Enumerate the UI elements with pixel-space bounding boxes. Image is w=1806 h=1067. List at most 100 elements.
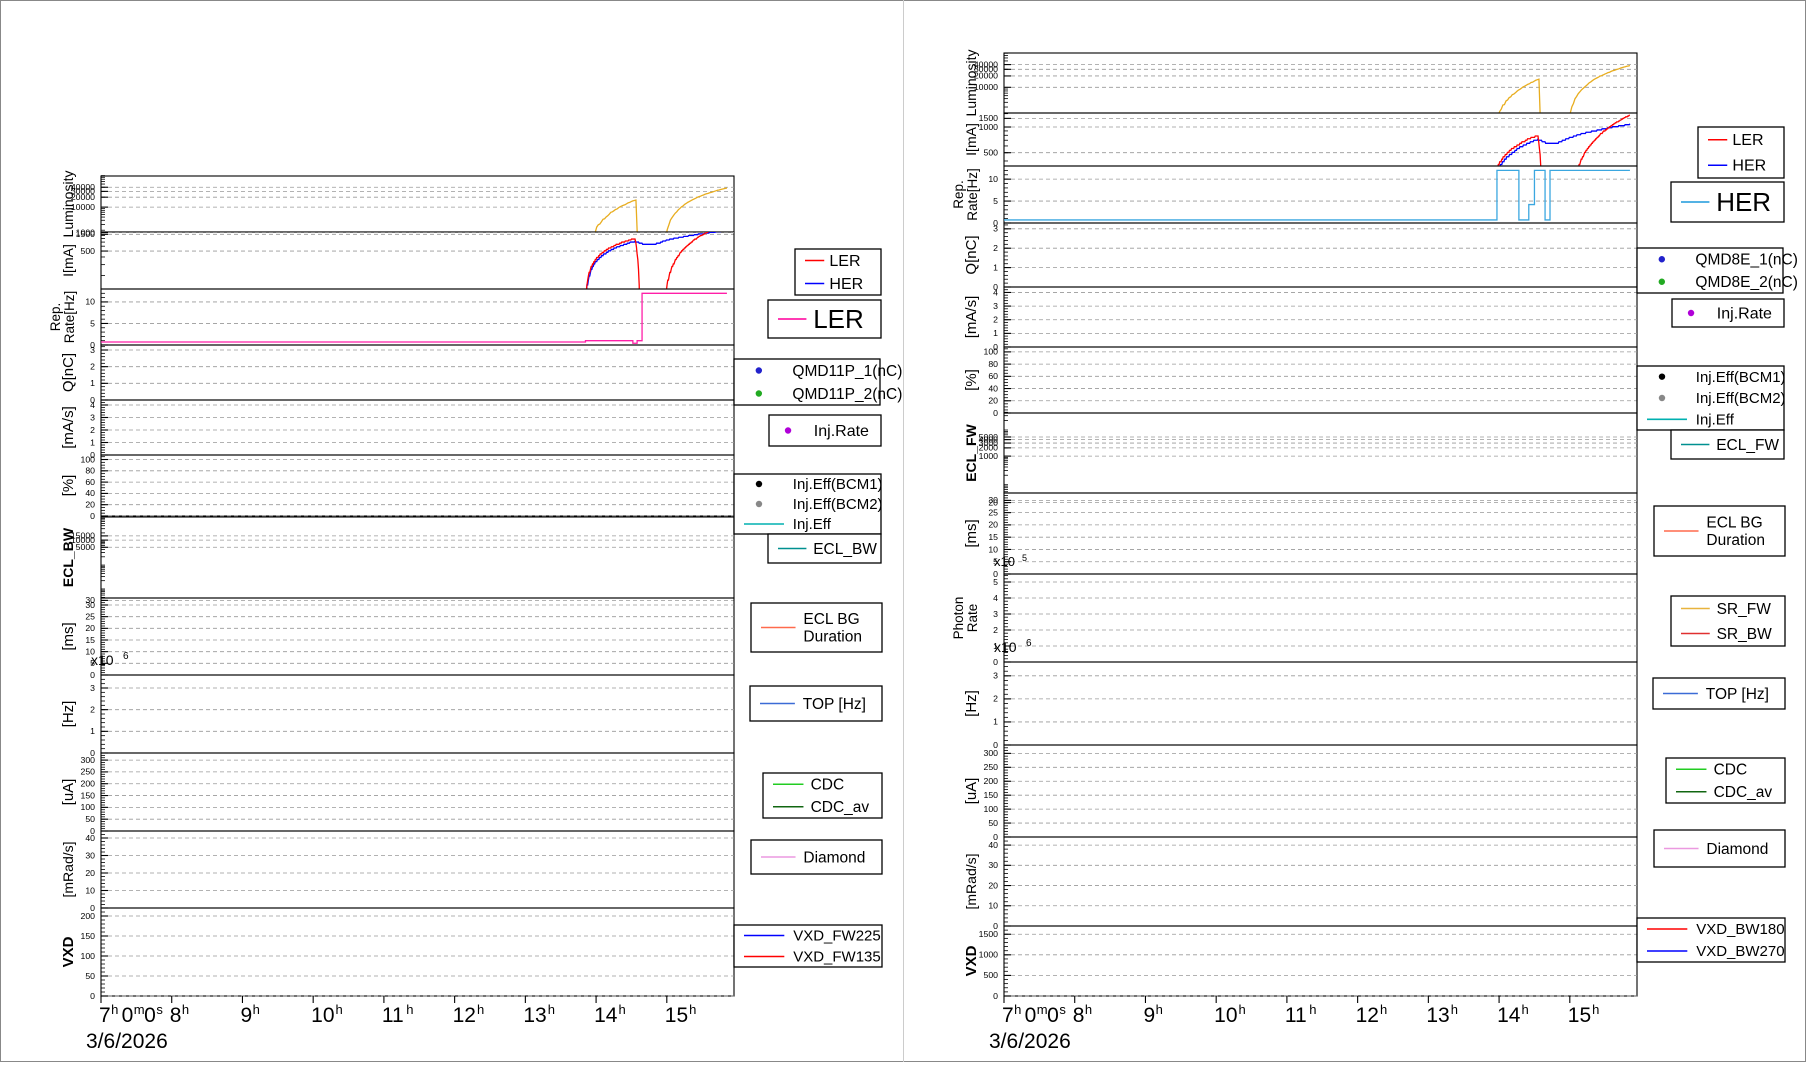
svg-text:2: 2 bbox=[993, 694, 998, 704]
svg-text:50: 50 bbox=[988, 818, 998, 828]
svg-text:9: 9 bbox=[1143, 1004, 1155, 1027]
svg-text:Diamond: Diamond bbox=[1706, 841, 1768, 858]
svg-text:ECL BG: ECL BG bbox=[1706, 515, 1762, 532]
svg-text:30: 30 bbox=[85, 850, 95, 860]
svg-text:150: 150 bbox=[984, 790, 999, 800]
svg-text:3: 3 bbox=[993, 671, 998, 681]
svg-text:15: 15 bbox=[1568, 1004, 1591, 1027]
svg-text:20: 20 bbox=[85, 868, 95, 878]
svg-text:150: 150 bbox=[81, 790, 96, 800]
svg-text:250: 250 bbox=[984, 762, 999, 772]
svg-text:15: 15 bbox=[988, 532, 998, 542]
svg-text:60: 60 bbox=[85, 477, 95, 487]
svg-text:5000: 5000 bbox=[979, 432, 998, 442]
svg-text:1000: 1000 bbox=[979, 122, 998, 132]
svg-text:200: 200 bbox=[81, 779, 96, 789]
svg-text:11: 11 bbox=[382, 1004, 404, 1027]
svg-text:2: 2 bbox=[993, 315, 998, 325]
svg-text:5: 5 bbox=[993, 196, 998, 206]
svg-text:h: h bbox=[1156, 1002, 1163, 1017]
svg-text:CDC_av: CDC_av bbox=[811, 799, 870, 816]
svg-text:[Hz]: [Hz] bbox=[60, 701, 77, 728]
svg-text:80: 80 bbox=[85, 466, 95, 476]
svg-text:10: 10 bbox=[85, 885, 95, 895]
svg-text:200: 200 bbox=[984, 776, 999, 786]
svg-text:1: 1 bbox=[90, 726, 95, 736]
svg-text:Inj.Eff(BCM1): Inj.Eff(BCM1) bbox=[1696, 369, 1786, 386]
svg-text:I[mA]: I[mA] bbox=[963, 123, 979, 156]
svg-text:20: 20 bbox=[988, 396, 998, 406]
svg-text:10: 10 bbox=[85, 297, 95, 307]
svg-text:100: 100 bbox=[81, 802, 96, 812]
svg-text:Q[nC]: Q[nC] bbox=[963, 235, 980, 274]
svg-text:3: 3 bbox=[90, 412, 95, 422]
svg-text:LER: LER bbox=[829, 253, 860, 270]
svg-text:CDC_av: CDC_av bbox=[1714, 784, 1773, 801]
svg-text:300: 300 bbox=[984, 748, 999, 758]
svg-text:h: h bbox=[253, 1002, 260, 1017]
svg-text:Rate: Rate bbox=[965, 604, 980, 633]
svg-text:40: 40 bbox=[988, 383, 998, 393]
svg-text:1: 1 bbox=[993, 717, 998, 727]
svg-text:100: 100 bbox=[984, 347, 999, 357]
svg-text:h: h bbox=[548, 1002, 555, 1017]
svg-text:HER: HER bbox=[1732, 158, 1766, 175]
svg-text:13: 13 bbox=[1426, 1004, 1449, 1027]
svg-text:3: 3 bbox=[993, 301, 998, 311]
svg-text:5: 5 bbox=[90, 318, 95, 328]
svg-text:30: 30 bbox=[988, 495, 998, 505]
svg-text:250: 250 bbox=[81, 767, 96, 777]
svg-text:Photon: Photon bbox=[951, 597, 966, 640]
svg-text:QMD8E_1(nC): QMD8E_1(nC) bbox=[1695, 252, 1798, 269]
svg-text:200: 200 bbox=[81, 911, 96, 921]
svg-text:I[mA]: I[mA] bbox=[60, 244, 76, 277]
svg-text:Inj.Eff(BCM2): Inj.Eff(BCM2) bbox=[1696, 390, 1786, 407]
svg-text:h: h bbox=[406, 1002, 413, 1017]
svg-text:100: 100 bbox=[81, 454, 96, 464]
svg-text:11: 11 bbox=[1285, 1004, 1307, 1027]
svg-text:8: 8 bbox=[170, 1004, 182, 1027]
svg-text:1500: 1500 bbox=[979, 929, 998, 939]
svg-text:[mRad/s]: [mRad/s] bbox=[963, 853, 979, 909]
svg-text:h: h bbox=[1085, 1002, 1092, 1017]
svg-text:[mA/s]: [mA/s] bbox=[963, 296, 980, 339]
svg-text:1000: 1000 bbox=[76, 227, 95, 237]
svg-text:4: 4 bbox=[993, 287, 998, 297]
svg-text:3/6/2026: 3/6/2026 bbox=[86, 1030, 168, 1053]
svg-text:10: 10 bbox=[988, 174, 998, 184]
svg-text:15: 15 bbox=[85, 635, 95, 645]
svg-text:500: 500 bbox=[984, 970, 999, 980]
svg-text:0: 0 bbox=[993, 991, 998, 1001]
svg-text:60: 60 bbox=[988, 371, 998, 381]
svg-text:Rate[Hz]: Rate[Hz] bbox=[62, 291, 77, 344]
svg-text:h: h bbox=[182, 1002, 189, 1017]
svg-text:0: 0 bbox=[144, 1004, 156, 1027]
svg-text:1000: 1000 bbox=[979, 950, 998, 960]
svg-text:14: 14 bbox=[1497, 1004, 1521, 1027]
svg-text:HER: HER bbox=[829, 276, 863, 293]
svg-text:7: 7 bbox=[99, 1004, 111, 1027]
svg-text:4: 4 bbox=[993, 593, 998, 603]
svg-text:2: 2 bbox=[993, 243, 998, 253]
svg-text:s: s bbox=[156, 1002, 163, 1017]
svg-text:Inj.Eff(BCM2): Inj.Eff(BCM2) bbox=[793, 496, 883, 513]
svg-text:2: 2 bbox=[90, 361, 95, 371]
svg-text:x10: x10 bbox=[994, 554, 1015, 569]
svg-text:2: 2 bbox=[90, 704, 95, 714]
svg-text:25: 25 bbox=[988, 507, 998, 517]
svg-text:1: 1 bbox=[90, 378, 95, 388]
svg-text:10: 10 bbox=[988, 544, 998, 554]
svg-text:VXD_BW270: VXD_BW270 bbox=[1696, 943, 1784, 960]
svg-text:2: 2 bbox=[993, 625, 998, 635]
svg-text:3/6/2026: 3/6/2026 bbox=[989, 1030, 1071, 1053]
svg-text:[Hz]: [Hz] bbox=[963, 690, 980, 717]
svg-text:4: 4 bbox=[90, 400, 95, 410]
svg-text:Inj.Rate: Inj.Rate bbox=[814, 423, 869, 440]
svg-text:10: 10 bbox=[1214, 1004, 1237, 1027]
svg-text:20: 20 bbox=[85, 500, 95, 510]
svg-text:0: 0 bbox=[1047, 1004, 1059, 1027]
svg-text:15: 15 bbox=[665, 1004, 688, 1027]
svg-text:30: 30 bbox=[988, 860, 998, 870]
svg-text:SR_BW: SR_BW bbox=[1717, 626, 1772, 643]
svg-text:h: h bbox=[618, 1002, 625, 1017]
